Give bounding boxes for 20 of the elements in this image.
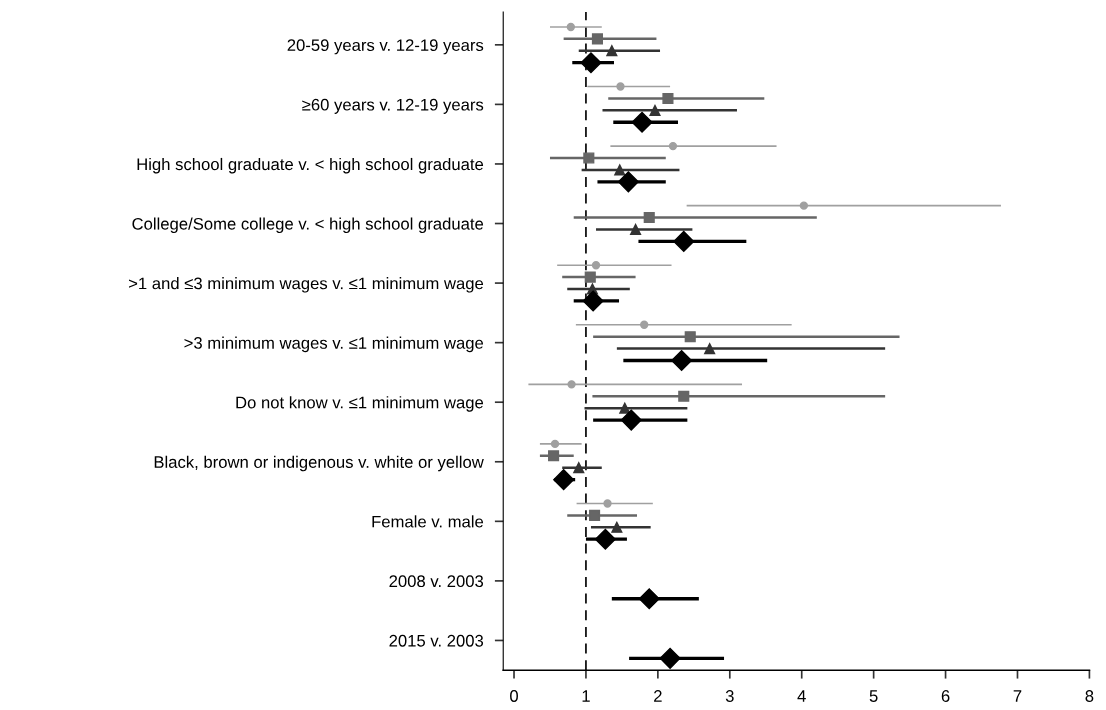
y-tick-label: High school graduate v. < high school graduate bbox=[137, 157, 484, 174]
x-tick-label: 3 bbox=[725, 690, 734, 702]
y-tick-label: Black, brown or indigenous v. white or yellow bbox=[154, 455, 484, 472]
y-tick-label: 20-59 years v. 12-19 years bbox=[287, 39, 484, 55]
y-tick-label: 2015 v. 2003 bbox=[389, 634, 484, 647]
x-tick-label: 4 bbox=[797, 690, 806, 702]
y-tick-label: College/Some college v. < high school graduate bbox=[132, 217, 484, 234]
x-tick-label: 2 bbox=[654, 690, 662, 702]
y-tick-label: Female v. male bbox=[372, 515, 484, 528]
y-tick-label: ≥60 years v. 12-19 years bbox=[302, 98, 484, 114]
x-tick-label: 7 bbox=[1013, 690, 1022, 702]
y-tick-label: >3 minimum wages v. ≤1 minimum wage bbox=[184, 336, 484, 353]
x-tick-label: 5 bbox=[869, 690, 878, 702]
x-tick-label: 6 bbox=[941, 690, 950, 702]
x-tick-label: 8 bbox=[1085, 690, 1094, 702]
y-tick-label: Do not know v. ≤1 minimum wage bbox=[236, 396, 484, 412]
y-tick-label: 2008 v. 2003 bbox=[389, 575, 484, 588]
y-tick-label: >1 and ≤3 minimum wages v. ≤1 minimum wage bbox=[128, 277, 484, 293]
x-tick-label: 0 bbox=[510, 690, 518, 702]
x-tick-label: 1 bbox=[582, 690, 590, 702]
